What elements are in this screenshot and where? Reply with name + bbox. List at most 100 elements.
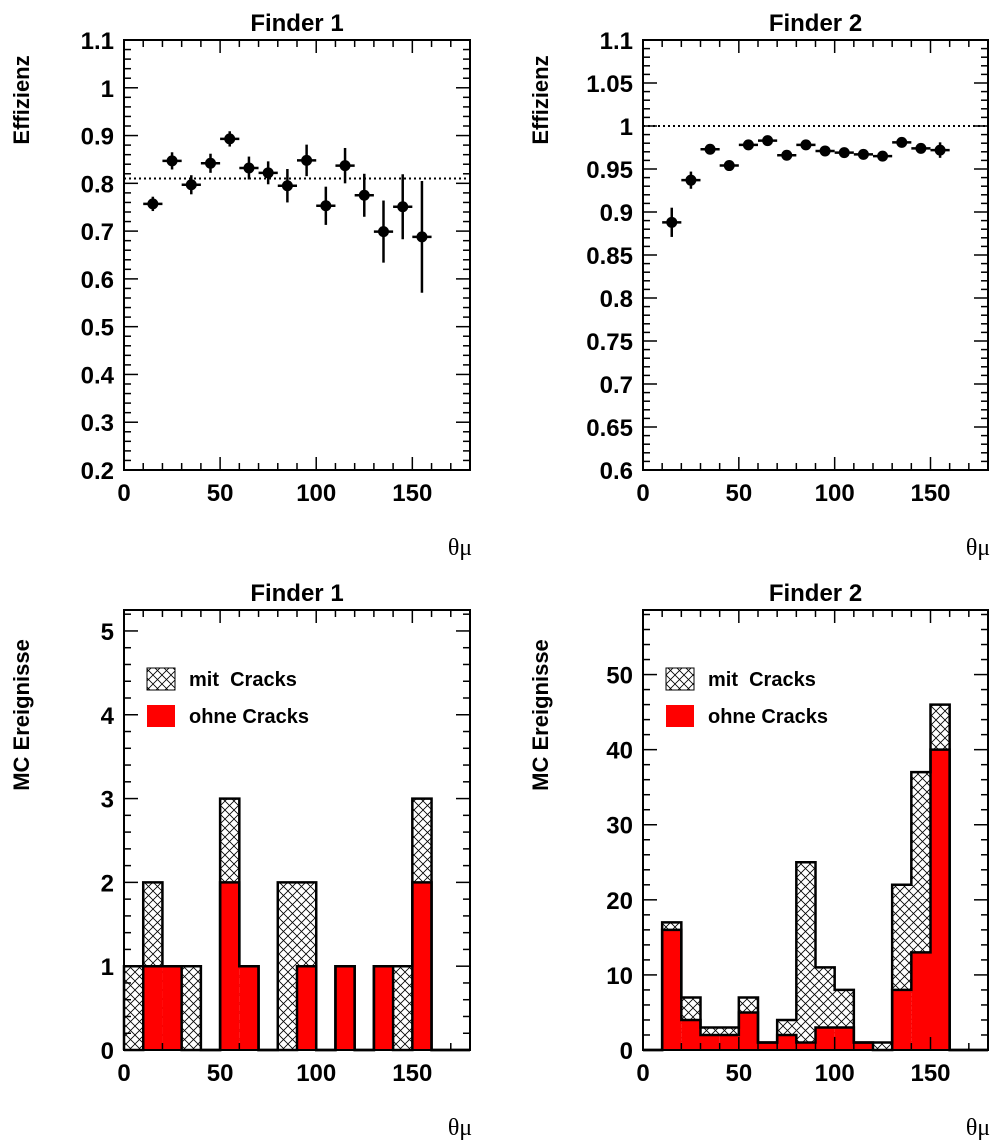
x-tick-label: 50 (207, 480, 234, 507)
y-tick-label: 3 (101, 787, 114, 814)
bar-ohne-cracks (681, 1019, 701, 1050)
x-axis-label: θμ (966, 1115, 990, 1141)
bar-ohne-cracks (796, 1042, 816, 1050)
bar-mit-cracks (873, 1042, 893, 1050)
plot-frame (642, 39, 989, 471)
y-axis-label: MC Ereignisse (528, 639, 553, 791)
bar-ohne-cracks (662, 929, 682, 1050)
chart-title: Finder 2 (769, 580, 862, 607)
data-point (781, 149, 793, 161)
data-point (166, 155, 178, 167)
x-tick-label: 150 (392, 480, 432, 507)
bar-ohne-cracks (853, 1042, 873, 1050)
y-tick-label: 0.95 (586, 157, 633, 184)
x-tick-label: 150 (910, 1060, 950, 1087)
bar-ohne-cracks (738, 1012, 758, 1050)
bar-ohne-cracks (815, 1027, 835, 1050)
bar-ohne-cracks (700, 1034, 720, 1050)
data-point (281, 180, 293, 192)
legend-label-mit-cracks: mit Cracks (708, 669, 816, 691)
x-tick-label: 100 (296, 1060, 336, 1087)
bar-ohne-cracks (930, 749, 950, 1050)
data-point (819, 145, 831, 157)
y-tick-label: 0.2 (81, 458, 114, 485)
data-point (224, 133, 236, 145)
data-point (896, 136, 908, 148)
y-tick-label: 0 (101, 1038, 114, 1065)
y-tick-label: 0.85 (586, 243, 633, 270)
bar-mit-cracks (181, 966, 201, 1050)
y-tick-label: 0.9 (81, 124, 114, 151)
bar-mit-cracks (277, 882, 297, 1050)
panel-4: Finder 2 MC Ereignisse θμ mit Cracks ohne Cr… (528, 580, 990, 1141)
bar-mit-cracks (393, 966, 413, 1050)
x-tick-label: 0 (117, 1060, 130, 1087)
x-axis-label: θμ (966, 535, 990, 561)
bar-ohne-cracks (162, 966, 182, 1050)
data-point (666, 216, 678, 228)
outline-mit-cracks (643, 703, 988, 1052)
bar-mit-cracks (124, 966, 144, 1050)
data-point (800, 139, 812, 151)
data-point (416, 231, 428, 243)
y-tick-label: 1 (101, 76, 114, 103)
bar-ohne-cracks (911, 952, 931, 1050)
y-tick-label: 1.1 (81, 28, 114, 55)
bar-ohne-cracks (777, 1034, 797, 1050)
bar-ohne-cracks (297, 966, 317, 1050)
y-tick-label: 40 (606, 738, 633, 765)
y-tick-label: 20 (606, 888, 633, 915)
bar-ohne-cracks (239, 966, 259, 1050)
bar-ohne-cracks (758, 1042, 778, 1050)
plot-frame (123, 39, 471, 471)
y-tick-label: 10 (606, 963, 633, 990)
x-tick-label: 0 (636, 1060, 649, 1087)
y-tick-label: 1 (101, 954, 114, 981)
y-tick-label: 30 (606, 813, 633, 840)
data-point (685, 174, 697, 186)
y-tick-label: 2 (101, 870, 114, 897)
x-tick-label: 100 (296, 480, 336, 507)
data-point (147, 198, 159, 210)
y-axis-label: Effizienz (528, 55, 553, 144)
data-point (358, 189, 370, 201)
y-tick-label: 0.8 (600, 286, 633, 313)
y-tick-label: 0.3 (81, 410, 114, 437)
bar-ohne-cracks (335, 966, 355, 1050)
y-tick-label: 0.75 (586, 329, 633, 356)
bar-ohne-cracks (719, 1034, 739, 1050)
panel-1: Finder 1 Effizienz θμ 0 50 100 150 0.2 0.3 0.4 0.5… (9, 10, 472, 561)
y-tick-label: 0.6 (600, 458, 633, 485)
legend-label-ohne-cracks: ohne Cracks (189, 706, 309, 728)
data-point (857, 148, 869, 160)
data-point (320, 200, 332, 212)
y-tick-label: 0.8 (81, 171, 114, 198)
chart-title: Finder 1 (250, 580, 343, 607)
legend-swatch-ohne-cracks (147, 705, 175, 727)
data-point (704, 143, 716, 155)
y-tick-label: 50 (606, 663, 633, 690)
bar-ohne-cracks (373, 966, 394, 1050)
y-tick-label: 5 (101, 619, 114, 646)
data-point (301, 154, 313, 166)
y-tick-label: 0.7 (81, 219, 114, 246)
legend-label-mit-cracks: mit Cracks (189, 669, 297, 691)
data-point (742, 139, 754, 151)
data-point (339, 160, 351, 172)
y-tick-label: 4 (101, 703, 115, 730)
outline-ohne-cracks (643, 748, 988, 1052)
x-tick-label: 0 (117, 480, 130, 507)
x-tick-label: 100 (815, 1060, 855, 1087)
x-tick-label: 150 (910, 480, 950, 507)
y-tick-label: 0.4 (81, 362, 115, 389)
data-point (262, 167, 274, 179)
data-point (378, 226, 389, 238)
data-point (397, 201, 409, 213)
data-point (205, 157, 216, 169)
y-tick-label: 0.7 (600, 372, 633, 399)
bar-mit-cracks (796, 862, 816, 1050)
bar-ohne-cracks (412, 882, 432, 1050)
data-point (243, 162, 255, 174)
y-tick-label: 0.5 (81, 315, 114, 342)
x-tick-label: 50 (725, 480, 752, 507)
